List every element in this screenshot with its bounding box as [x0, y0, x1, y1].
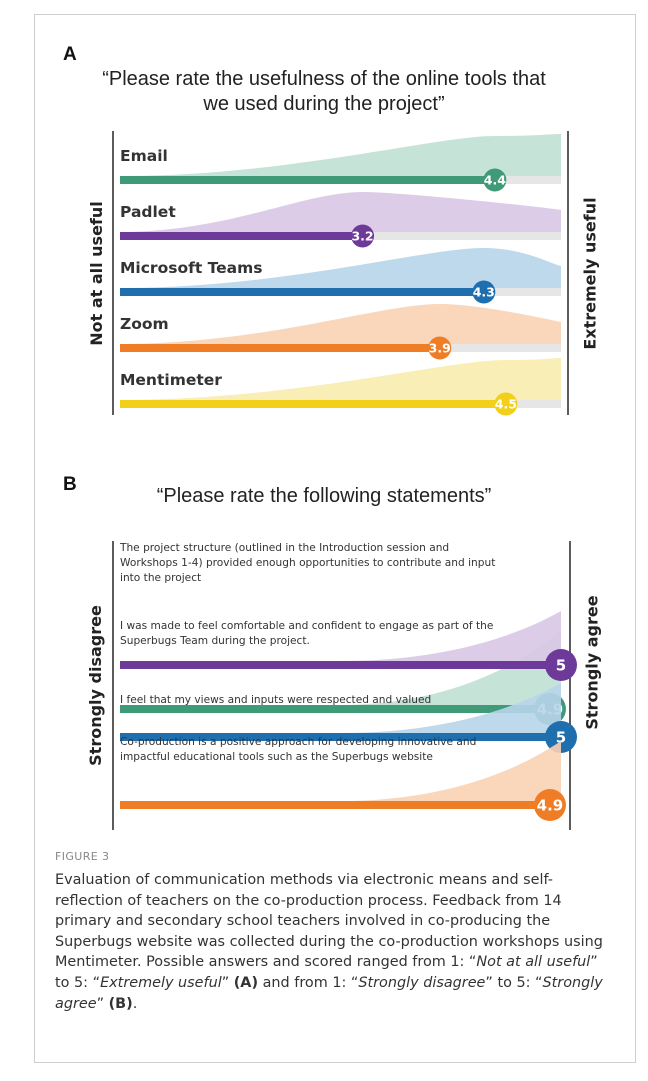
panel-b-statement-line: Superbugs Team during the project.: [120, 635, 310, 647]
panel-a-value-label: 3.9: [429, 341, 451, 356]
panel-b-value-label: 4.9: [537, 797, 564, 815]
panel-b-bar: [120, 733, 561, 741]
panel-a-category-label: Email: [120, 147, 168, 165]
figure-label: FIGURE 3: [55, 850, 110, 863]
figure-frame: [34, 14, 636, 1063]
panel-b-distribution-3: [340, 683, 561, 733]
panel-a-value-marker: [428, 336, 452, 360]
panel-b-distribution-4: [340, 741, 561, 801]
panel-a-bar: [120, 288, 484, 296]
panel-a-bar: [120, 232, 363, 240]
caption-segment: and from 1: “: [258, 974, 359, 991]
panel-b-bar: [120, 661, 561, 669]
panel-a-value-marker: [483, 168, 507, 192]
panel-a-value-label: 4.5: [495, 397, 517, 412]
panel-b-statement-line: The project structure (outlined in the I…: [119, 542, 449, 554]
caption-segment: (A): [233, 974, 259, 991]
panel-b-bar: [120, 801, 550, 809]
panel-a-value-marker: [494, 392, 518, 416]
caption-segment: (B): [108, 995, 133, 1012]
panel-b-statement-line: into the project: [120, 572, 201, 584]
panel-a-title-text: “Please rate the usefulness of the onlin…: [102, 68, 546, 115]
figure-caption: FIGURE 3 Evaluation of communication met…: [55, 850, 615, 1014]
panel-b-statement-line: impactful educational tools such as the …: [120, 751, 433, 763]
caption-segment: ” to 5: “: [55, 954, 598, 991]
panel-a-value-label: 4.3: [473, 285, 495, 300]
panel-b-value-label: 5: [556, 729, 566, 747]
panel-b-title: “Please rate the following statements”: [156, 485, 492, 507]
caption-segment: .: [132, 995, 138, 1012]
panel-b-statement-line: Co-production is a positive approach for…: [120, 736, 476, 748]
panel-a-category-label: Padlet: [120, 203, 176, 221]
panel-b-value-marker: [545, 721, 577, 753]
panel-b-distribution-2: [340, 611, 561, 661]
panel-b-statement-line: Workshops 1-4) provided enough opportuni…: [120, 557, 495, 569]
panel-a-distribution-4: [120, 304, 561, 344]
panel-b-bar: [120, 705, 550, 713]
caption-segment: Evaluation of communication methods via …: [55, 872, 603, 971]
caption-segment: ”: [221, 974, 234, 991]
panel-a-value-label: 3.2: [351, 229, 373, 244]
panel-a-label: A: [63, 44, 77, 65]
panel-b-statement-line: I was made to feel comfortable and confi…: [120, 620, 493, 632]
panel-a-category-label: Zoom: [120, 315, 169, 333]
panel-a-distribution-2: [120, 192, 561, 232]
panel-a-distribution-5: [120, 358, 561, 400]
figure-caption-text: Evaluation of communication methods via …: [55, 870, 615, 1014]
panel-a-distribution-3: [120, 248, 561, 288]
panel-b-value-marker: [545, 649, 577, 681]
caption-segment: Extremely useful: [100, 974, 222, 991]
caption-segment: Strongly disagree: [358, 974, 486, 991]
panel-b-statement-line: I feel that my views and inputs were res…: [120, 694, 431, 706]
panel-a-bar: [120, 176, 495, 184]
caption-segment: Strongly agree: [55, 974, 603, 1012]
panel-a-bar: [120, 400, 506, 408]
caption-segment: ”: [96, 995, 109, 1012]
panel-b-value-marker: [533, 789, 566, 821]
panel-b-value-label: 5: [556, 657, 566, 675]
panel-a-bar: [120, 344, 440, 352]
panel-b-label: B: [63, 474, 77, 495]
caption-segment: ” to 5: “: [485, 974, 543, 991]
panel-a-value-marker: [472, 280, 496, 304]
caption-segment: Not at all useful: [476, 954, 591, 971]
panel-a-title: “Please rate the usefulness of the onlin…: [0, 67, 648, 117]
panel-a-value-label: 4.4: [484, 173, 506, 188]
panel-a-value-marker: [351, 224, 375, 248]
panel-a-category-label: Microsoft Teams: [120, 259, 263, 277]
panel-a-distribution-1: [120, 134, 561, 176]
panel-a-category-label: Mentimeter: [120, 371, 222, 389]
panel-b-distribution-1: [340, 630, 561, 705]
